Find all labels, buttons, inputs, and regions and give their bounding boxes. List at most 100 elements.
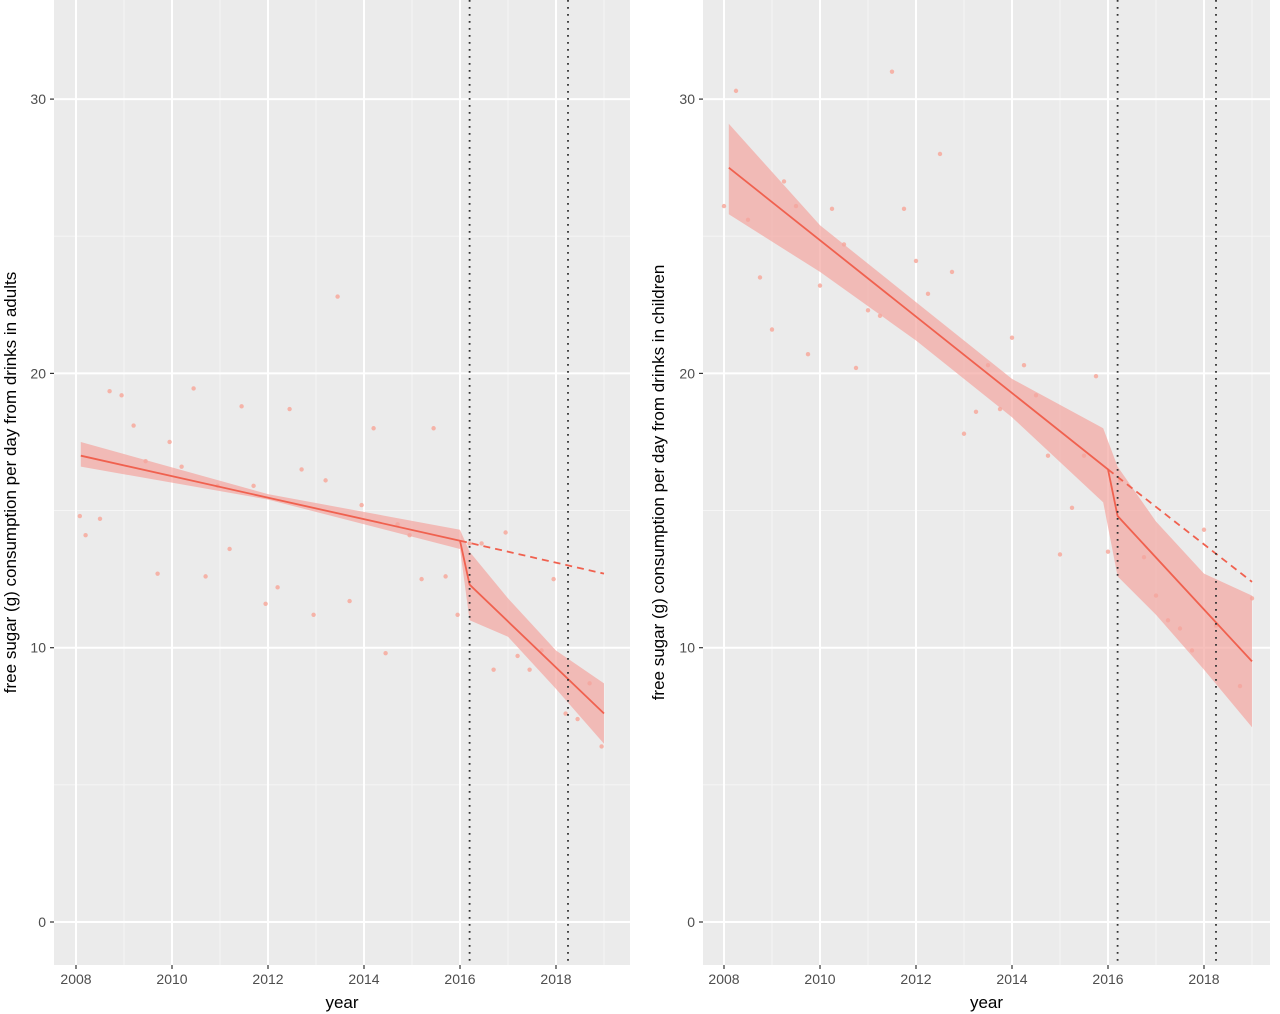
data-point [1069, 505, 1075, 511]
fitted-line [728, 166, 1253, 663]
data-point [1201, 527, 1207, 532]
y-axis-title: free sugar (g) consumption per day from … [649, 265, 668, 701]
data-point [179, 464, 184, 469]
data-point [491, 667, 496, 672]
data-point [311, 612, 316, 617]
data-point [1021, 362, 1027, 368]
data-point [371, 426, 376, 431]
x-tick-label: 2008 [708, 971, 739, 987]
y-tick-label: 30 [679, 91, 695, 107]
data-point [853, 365, 859, 371]
data-point [527, 667, 532, 672]
data-point [383, 650, 388, 656]
data-point [107, 389, 112, 394]
plot-panel [54, 0, 630, 965]
y-tick-label: 10 [30, 640, 46, 656]
data-point [251, 483, 256, 489]
y-tick-label: 30 [30, 91, 46, 107]
data-point [443, 574, 448, 579]
data-point [937, 151, 943, 157]
data-point [203, 574, 208, 579]
fitted-line [80, 454, 605, 715]
data-point [335, 294, 340, 299]
data-point [97, 516, 103, 521]
x-tick-label: 2012 [900, 971, 931, 987]
data-point [757, 275, 763, 280]
data-point [83, 533, 88, 538]
data-point [227, 546, 232, 552]
data-point [563, 711, 568, 716]
data-point [167, 439, 172, 445]
data-point [829, 206, 835, 212]
data-point [275, 585, 280, 590]
data-point [419, 576, 424, 582]
x-axis-title: year [325, 993, 358, 1012]
y-axis-title: free sugar (g) consumption per day from … [1, 272, 20, 693]
data-point [1057, 552, 1063, 557]
data-point [805, 351, 811, 357]
children-panel: 2008 2010 2012 2014 2016 2018 0 10 20 30 year free … [649, 0, 1270, 1012]
data-point [359, 502, 364, 508]
x-tick-label: 2016 [444, 971, 475, 987]
data-point [119, 393, 124, 398]
x-tick-label: 2008 [60, 971, 91, 987]
y-tick-label: 10 [679, 640, 695, 656]
data-point [479, 541, 484, 546]
x-tick-label: 2016 [1092, 971, 1123, 987]
data-point [455, 612, 460, 617]
y-tick-label: 20 [679, 365, 695, 381]
x-tick-label: 2018 [540, 971, 571, 987]
x-tick-label: 2014 [996, 971, 1027, 987]
x-tick-label: 2018 [1188, 971, 1219, 987]
data-point [515, 653, 520, 659]
data-point [467, 541, 472, 546]
data-point [575, 716, 580, 722]
data-point [551, 576, 556, 582]
data-point [865, 308, 871, 313]
data-point [913, 258, 919, 264]
data-point [239, 404, 244, 409]
adults-panel: 2008 2010 2012 2014 2016 2018 0 10 20 30 year free … [1, 0, 630, 1012]
data-point [1009, 335, 1015, 340]
counterfactual-line [459, 539, 605, 575]
data-point [961, 431, 967, 436]
confidence-band [728, 123, 1252, 728]
data-point [263, 601, 268, 607]
plot-panel [703, 0, 1270, 965]
x-tick-label: 2012 [252, 971, 283, 987]
data-point [155, 571, 160, 576]
data-point [1045, 453, 1051, 458]
confidence-band [80, 441, 605, 744]
data-point [287, 406, 292, 412]
data-point [599, 744, 604, 749]
data-point [323, 478, 328, 483]
data-point [733, 88, 739, 94]
data-point [973, 409, 979, 415]
x-tick-label: 2014 [348, 971, 379, 987]
data-point [949, 269, 955, 275]
data-point [77, 513, 83, 519]
y-tick-label: 0 [687, 914, 695, 930]
data-point [1093, 373, 1099, 379]
data-point [299, 467, 304, 472]
data-point [889, 69, 895, 74]
data-point [721, 203, 727, 209]
x-axis-title: year [970, 993, 1003, 1012]
data-point [817, 283, 823, 288]
x-tick-label: 2010 [156, 971, 187, 987]
y-tick-label: 20 [30, 365, 46, 381]
data-point [131, 423, 136, 428]
data-point [925, 291, 931, 297]
data-point [503, 530, 508, 535]
data-point [1105, 549, 1111, 554]
x-tick-label: 2010 [804, 971, 835, 987]
data-point [781, 179, 787, 184]
data-point [769, 327, 775, 332]
data-point [347, 598, 352, 604]
counterfactual-line [1107, 468, 1253, 583]
data-point [901, 206, 907, 212]
data-point [191, 386, 196, 391]
y-tick-label: 0 [38, 914, 46, 930]
data-point [431, 426, 436, 431]
